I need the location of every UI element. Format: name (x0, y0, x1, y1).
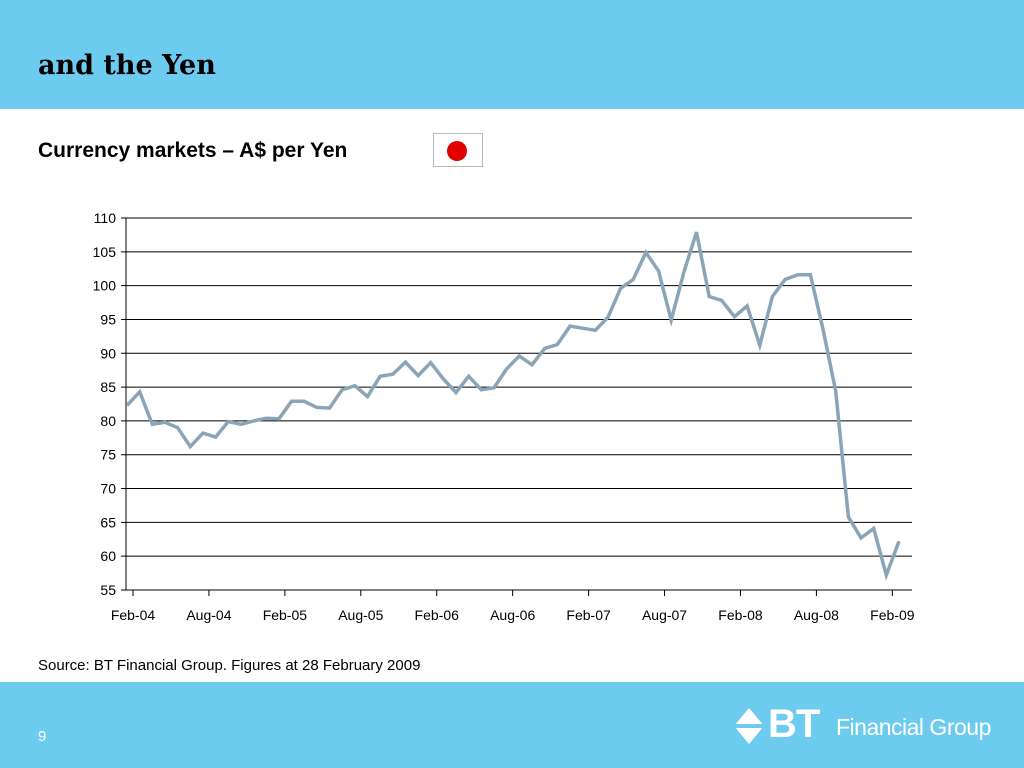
x-tick-label: Feb-08 (718, 607, 763, 623)
x-tick-label: Aug-05 (338, 607, 383, 623)
source-note: Source: BT Financial Group. Figures at 2… (38, 657, 421, 674)
x-tick-label: Aug-06 (490, 607, 535, 623)
x-tick-label: Feb-09 (870, 607, 915, 623)
y-tick-label: 70 (100, 481, 116, 497)
title-bar: and the Yen (0, 0, 1024, 109)
y-tick-label: 105 (93, 244, 117, 260)
slide-title: and the Yen (38, 50, 216, 81)
chart-heading: Currency markets – A$ per Yen (38, 139, 348, 162)
series-line-yen (125, 231, 901, 581)
x-tick-label: Feb-07 (566, 607, 611, 623)
y-tick-label: 85 (100, 379, 116, 395)
x-tick-label: Aug-07 (642, 607, 687, 623)
x-tick-label: Aug-08 (794, 607, 839, 623)
x-tick-label: Feb-04 (111, 607, 156, 623)
logo-bt-text: BT (768, 702, 820, 746)
y-tick-label: 75 (100, 447, 116, 463)
bt-diamond-icon (734, 708, 764, 744)
x-tick-label: Feb-05 (263, 607, 308, 623)
y-tick-label: 110 (94, 210, 117, 226)
page-number: 9 (38, 728, 47, 745)
y-tick-label: 100 (93, 278, 117, 294)
y-tick-label: 80 (100, 413, 116, 429)
x-tick-label: Feb-06 (415, 607, 460, 623)
y-tick-label: 95 (100, 311, 116, 327)
flag-red-disc (447, 141, 467, 161)
footer-bar: 9 BT Financial Group (0, 682, 1024, 768)
y-tick-label: 60 (100, 548, 116, 564)
y-tick-label: 65 (100, 514, 116, 530)
japan-flag-icon (433, 133, 483, 167)
x-tick-label: Aug-04 (186, 607, 231, 623)
y-tick-label: 55 (100, 582, 116, 598)
y-tick-label: 90 (100, 345, 116, 361)
yen-line-chart: 55 60 65 70 75 80 85 90 95 100 105 110 Feb-04 Aug-04 F… (93, 210, 915, 623)
logo-company-text: Financial Group (836, 714, 991, 740)
